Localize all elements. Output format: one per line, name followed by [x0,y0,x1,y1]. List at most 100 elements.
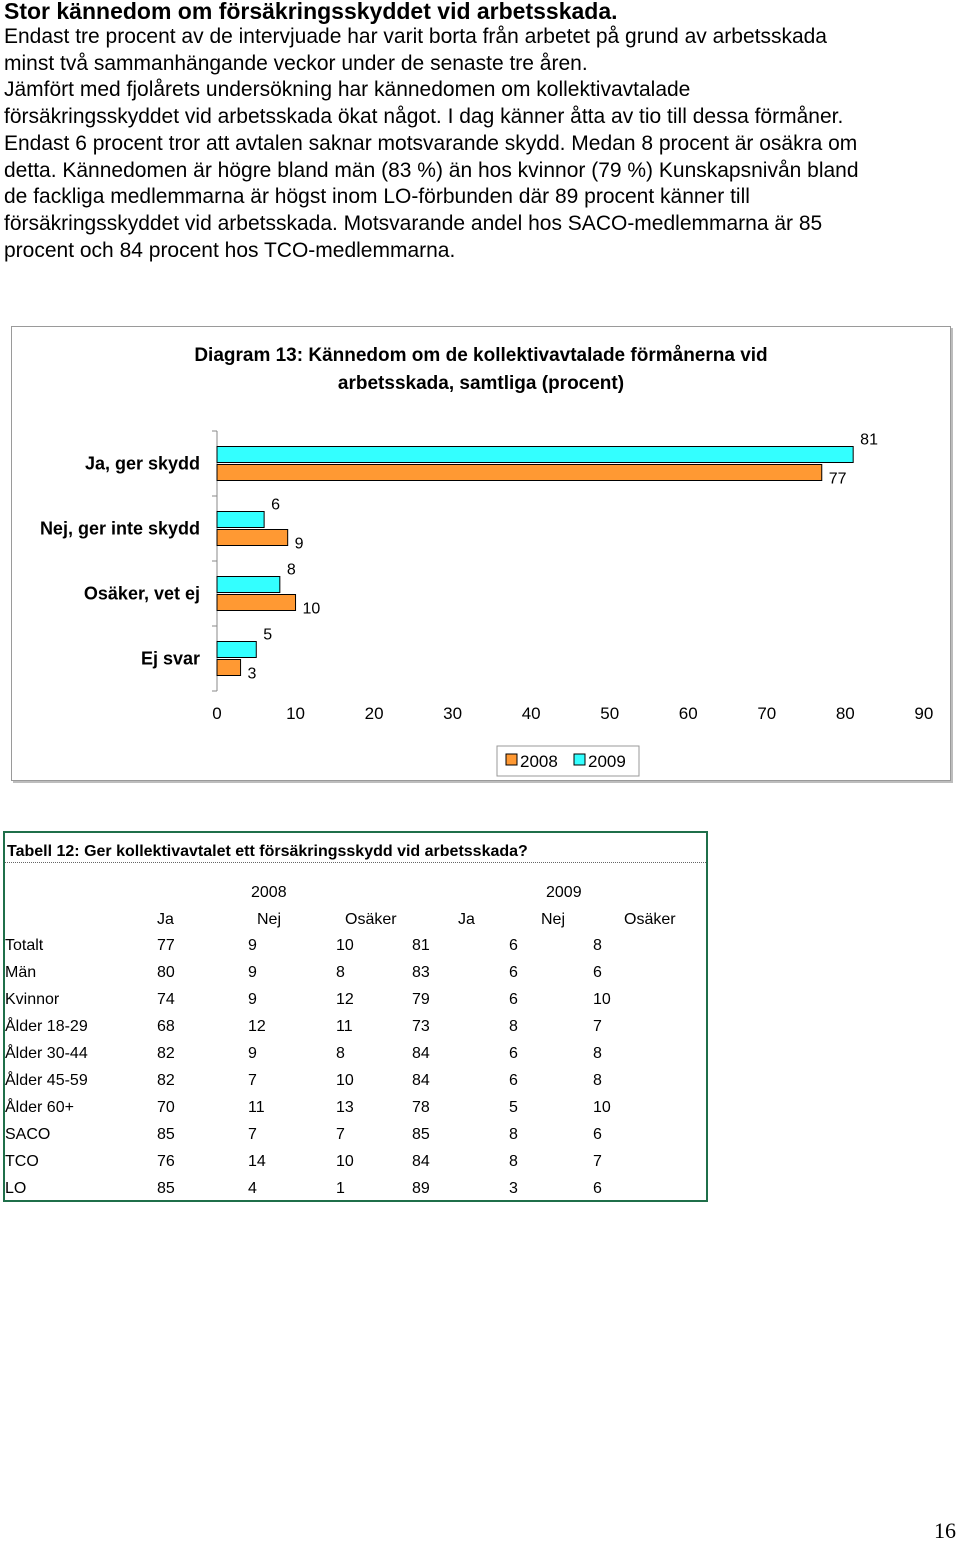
table-cell: 11 [248,1099,265,1116]
paragraph-line: minst två sammanhängande veckor under de… [4,51,588,75]
table-cell: 7 [248,1072,257,1089]
table-cell: 8 [336,1045,345,1062]
data-label-2008: 3 [248,666,257,683]
table-cell: 11 [336,1018,353,1035]
table-cell: 8 [593,1045,602,1062]
table-cell: 4 [248,1180,257,1197]
table-cell: 84 [412,1072,430,1089]
x-tick-label: 90 [914,704,933,723]
table-cell: 70 [157,1099,175,1116]
table-cell: 5 [509,1099,518,1116]
table-cell: 8 [509,1018,518,1035]
table-cell: 6 [509,1072,518,1089]
table-cell: 6 [509,937,518,954]
table-cell: 85 [412,1126,430,1143]
chart-frame: Diagram 13: Kännedom om de kollektivavta… [11,326,951,781]
table-cell: 14 [248,1153,266,1170]
table-cell: 82 [157,1072,175,1089]
table-cell: 8 [593,1072,602,1089]
x-tick-label: 0 [212,704,221,723]
table-cell: 10 [336,1072,354,1089]
table-cell: 73 [412,1018,430,1035]
table-cell: 81 [412,937,430,954]
table-cell: 10 [336,1153,354,1170]
bar-2009 [216,511,265,528]
legend-box [496,745,640,777]
table-cell: 6 [593,964,602,981]
category-label: Nej, ger inte skydd [40,519,200,539]
table-row-label: Totalt [5,937,44,954]
bar-chart: Diagram 13: Kännedom om de kollektivavta… [40,345,933,777]
table-cell: 9 [248,1045,257,1062]
page-number: 16 [934,1518,956,1543]
data-label-2009: 5 [263,627,272,644]
table-cell: 78 [412,1099,430,1116]
column-header: Nej [541,911,566,928]
year-header-2008: 2008 [251,884,287,901]
bar-2008 [216,464,823,481]
paragraph-line: försäkringsskyddet vid arbetsskada ökat … [4,105,844,129]
table-cell: 9 [248,964,257,981]
table-cell: 3 [509,1180,518,1197]
data-label-2008: 9 [295,536,304,553]
table-cell: 85 [157,1180,175,1197]
x-tick-label: 30 [443,704,462,723]
table-cell: 7 [593,1153,602,1170]
table-cell: 6 [593,1180,602,1197]
x-tick-label: 50 [600,704,619,723]
x-tick-label: 40 [522,704,541,723]
x-tick-label: 80 [836,704,855,723]
table-cell: 8 [509,1153,518,1170]
data-table: Tabell 12: Ger kollektivavtalet ett förs… [3,831,708,1202]
data-label-2009: 8 [287,562,296,579]
category-label: Ja, ger skydd [85,454,200,474]
table-row-label: Ålder 45-59 [5,1072,88,1089]
table-cell: 83 [412,964,430,981]
bar-2008 [216,594,297,611]
column-header: Ja [157,911,174,928]
legend-label-2009: 2009 [588,752,626,771]
table-cell: 1 [336,1180,345,1197]
legend-swatch-2009 [573,753,586,766]
column-header: Ja [458,911,475,928]
paragraph-line: Endast 6 procent tror att avtalen saknar… [4,131,858,155]
table-cell: 13 [336,1099,354,1116]
data-label-2009: 81 [860,432,878,449]
x-tick-label: 60 [679,704,698,723]
paragraph-line: Jämfört med fjolårets undersökning har k… [4,78,691,102]
table-cell: 6 [593,1126,602,1143]
table-cell: 7 [336,1126,345,1143]
table-cell: 74 [157,991,175,1008]
body-paragraph: Endast tre procent av de intervjuade har… [4,24,954,264]
page-heading: Stor kännedom om försäkringsskyddet vid … [4,0,618,24]
table-cell: 10 [336,937,354,954]
table-title: Tabell 12: Ger kollektivavtalet ett förs… [7,843,528,860]
table-cell: 85 [157,1126,175,1143]
column-header: Osäker [345,911,397,928]
bar-2008 [216,529,289,546]
chart-title: arbetsskada, samtliga (procent) [338,373,624,394]
category-label: Ej svar [141,649,200,669]
table-cell: 82 [157,1045,175,1062]
column-header: Osäker [624,911,676,928]
table-cell: 7 [593,1018,602,1035]
table-cell: 68 [157,1018,175,1035]
table-cell: 8 [593,937,602,954]
table-row-label: TCO [5,1153,39,1170]
table-cell: 9 [248,991,257,1008]
table-cell: 80 [157,964,175,981]
legend-swatch-2008 [505,753,518,766]
table-row-label: Ålder 18-29 [5,1018,88,1035]
table-row-label: Kvinnor [5,991,60,1008]
paragraph-line: detta. Kännedomen är högre bland män (83… [4,158,859,182]
legend-label-2008: 2008 [520,752,558,771]
table-cell: 6 [509,964,518,981]
bar-2009 [216,641,257,658]
data-label-2008: 77 [829,471,847,488]
table-cell: 6 [509,991,518,1008]
table-row-label: Ålder 30-44 [5,1045,88,1062]
table-cell: 8 [336,964,345,981]
table-cell: 8 [509,1126,518,1143]
data-label-2008: 10 [303,601,321,618]
table-cell: 12 [336,991,354,1008]
